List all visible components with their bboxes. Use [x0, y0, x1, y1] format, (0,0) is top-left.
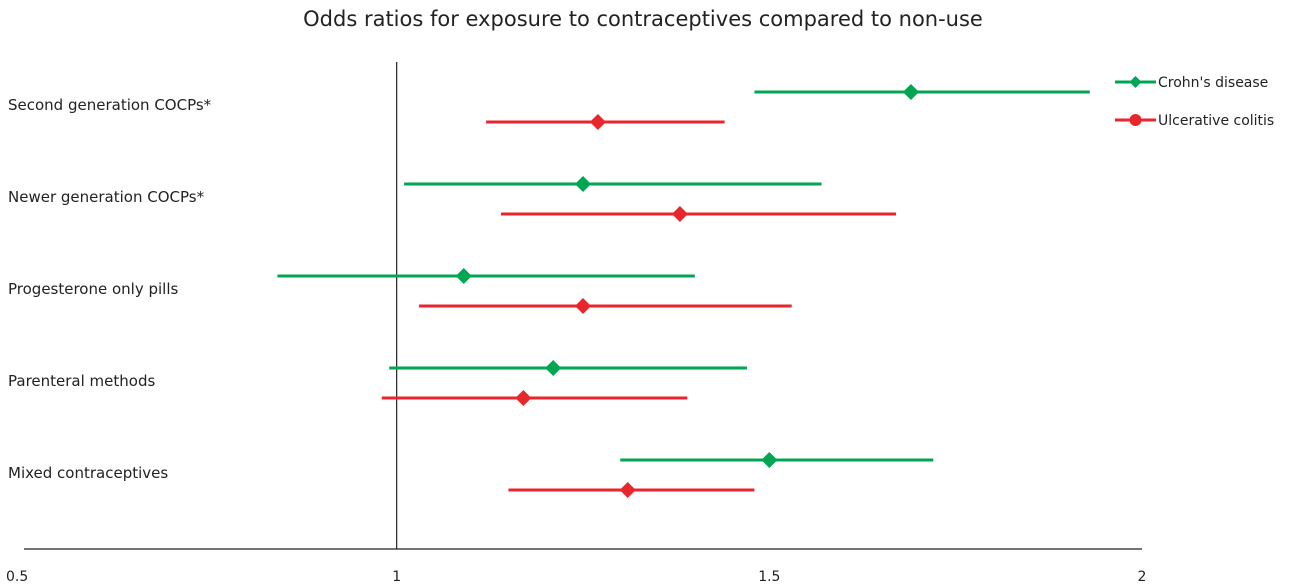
estimate-point	[575, 298, 591, 314]
chart-title: Odds ratios for exposure to contraceptiv…	[303, 7, 983, 31]
category-label: Progesterone only pills	[8, 280, 179, 298]
estimate-point	[545, 360, 562, 376]
estimate-point	[575, 176, 591, 192]
x-tick-label: 0.5	[6, 569, 28, 585]
x-tick-label: 1	[392, 569, 401, 585]
category-labels: Second generation COCPs* Newer generation…	[8, 96, 212, 482]
series-group	[277, 84, 1090, 498]
category-label: Second generation COCPs*	[8, 96, 212, 114]
legend-label: Crohn's disease	[1158, 75, 1268, 91]
legend-marker	[1129, 114, 1142, 126]
x-tick-label: 1.5	[758, 569, 780, 585]
legend-marker	[1129, 76, 1142, 88]
estimate-point	[455, 268, 472, 284]
estimate-point	[515, 390, 532, 406]
estimate-point	[902, 84, 919, 100]
x-tick-label: 2	[1138, 569, 1147, 585]
category-label: Mixed contraceptives	[8, 464, 168, 482]
estimate-point	[761, 452, 778, 468]
estimate-point	[619, 482, 636, 498]
estimate-point	[589, 114, 606, 130]
category-label: Parenteral methods	[8, 372, 155, 390]
x-axis: 0.5 1 1.5 2	[6, 548, 1147, 585]
legend: Crohn's disease Ulcerative colitis	[1115, 75, 1274, 129]
estimate-point	[671, 206, 688, 222]
category-label: Newer generation COCPs*	[8, 188, 205, 206]
legend-label: Ulcerative colitis	[1158, 113, 1274, 129]
